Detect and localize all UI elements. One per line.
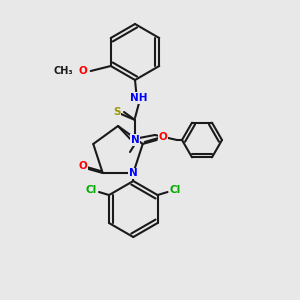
- Text: N: N: [130, 135, 140, 145]
- Text: O: O: [158, 132, 167, 142]
- Text: Cl: Cl: [85, 185, 97, 195]
- Text: Cl: Cl: [170, 185, 181, 195]
- Text: O: O: [78, 66, 87, 76]
- Text: O: O: [78, 161, 87, 171]
- Text: NH: NH: [130, 93, 148, 103]
- Text: CH₃: CH₃: [53, 66, 73, 76]
- Text: S: S: [113, 107, 121, 117]
- Text: N: N: [129, 168, 138, 178]
